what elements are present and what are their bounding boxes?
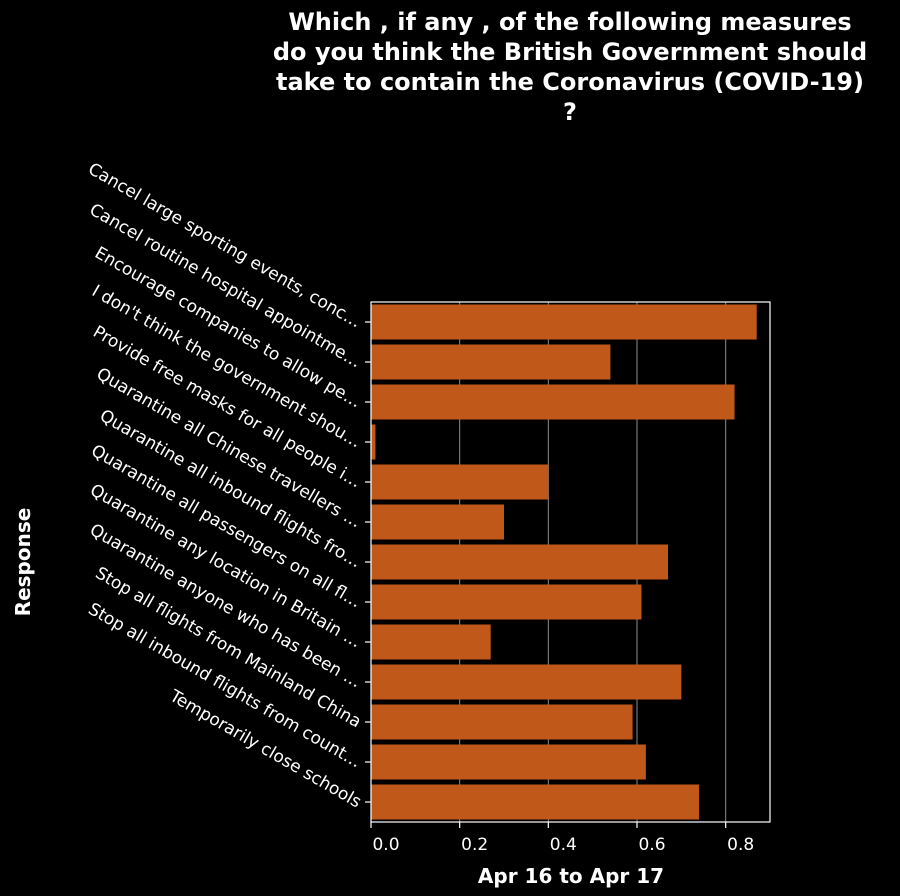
x-axis-title: Apr 16 to Apr 17 bbox=[478, 864, 664, 888]
bar bbox=[371, 544, 669, 580]
x-tick-label: 0.8 bbox=[727, 835, 754, 855]
x-tick-label: 0.0 bbox=[372, 835, 399, 855]
bar bbox=[371, 624, 491, 660]
bar bbox=[371, 664, 682, 700]
chart-title-line: ? bbox=[563, 98, 577, 126]
bar bbox=[371, 584, 642, 620]
chart-title-line: do you think the British Government shou… bbox=[273, 38, 867, 66]
x-tick-label: 0.6 bbox=[638, 835, 665, 855]
chart-title: Which , if any , of the following measur… bbox=[273, 8, 867, 126]
bar bbox=[371, 424, 376, 460]
x-tick-label: 0.2 bbox=[461, 835, 488, 855]
bar bbox=[371, 504, 504, 540]
bar bbox=[371, 744, 646, 780]
y-axis-title: Response bbox=[11, 508, 35, 617]
chart-title-line: Which , if any , of the following measur… bbox=[288, 8, 851, 36]
bar bbox=[371, 304, 757, 340]
x-tick-label: 0.4 bbox=[550, 835, 577, 855]
chart-title-line: take to contain the Coronavirus (COVID-1… bbox=[276, 68, 864, 96]
bar bbox=[371, 344, 611, 380]
bar bbox=[371, 784, 700, 820]
bar bbox=[371, 464, 549, 500]
bar bbox=[371, 704, 633, 740]
bar bbox=[371, 384, 735, 420]
